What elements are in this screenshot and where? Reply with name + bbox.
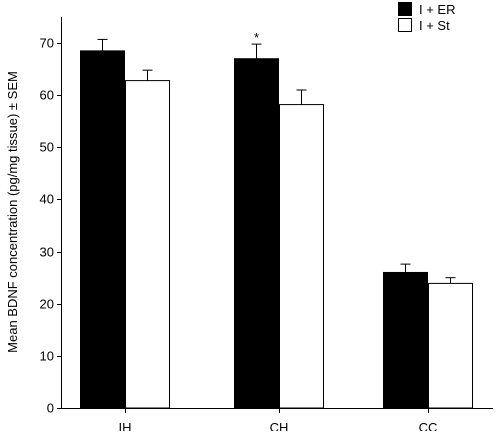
legend-swatch-i-st	[398, 18, 412, 32]
significance-marker: *	[254, 30, 259, 45]
bar-ch-i-er	[234, 58, 279, 409]
y-tick-label: 60	[40, 88, 54, 103]
y-tick-label: 30	[40, 245, 54, 260]
y-tick-label: 10	[40, 349, 54, 364]
bar-ch-i-st	[279, 104, 324, 409]
bar-ih-i-st	[125, 80, 170, 409]
legend-label-i-st: I + St	[419, 18, 450, 33]
legend-label-i-er: I + ER	[419, 2, 456, 17]
legend: I + ERI + St	[398, 2, 456, 33]
error-bars	[97, 38, 456, 284]
bar-cc-i-st	[428, 282, 473, 409]
y-tick-label: 20	[40, 297, 54, 312]
y-tick-label: 40	[40, 192, 54, 207]
legend-swatch-i-er	[398, 2, 412, 16]
y-ticks: 0 10 20 30 40 50 60 70	[40, 36, 62, 416]
annotations: *	[254, 30, 259, 45]
x-tick-label: CC	[419, 420, 438, 431]
bar-cc-i-er	[383, 271, 428, 409]
bars	[80, 50, 473, 409]
y-tick-label: 70	[40, 36, 54, 51]
y-tick-label: 50	[40, 140, 54, 155]
y-axis-title: Mean BDNF concentration (pg/mg tissue) ±…	[5, 71, 20, 353]
x-tick-label: IH	[119, 420, 132, 431]
x-tick-label: CH	[270, 420, 289, 431]
y-tick-label: 0	[47, 401, 54, 416]
x-tick-labels: IH CH CC	[119, 408, 438, 435]
bar-ih-i-er	[80, 50, 125, 409]
